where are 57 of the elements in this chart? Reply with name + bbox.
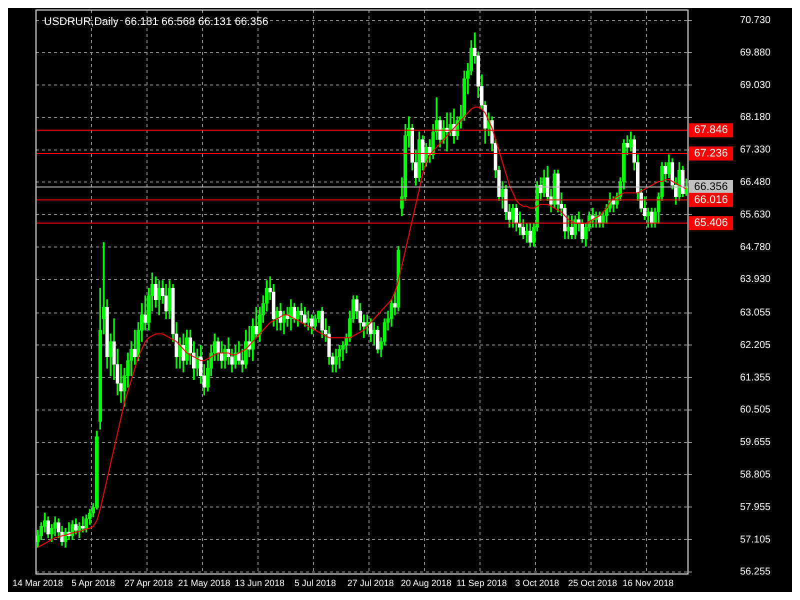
candlestick	[524, 223, 529, 243]
y-tick-label: 68.180	[740, 112, 772, 124]
candlestick	[556, 170, 560, 212]
x-tick-label: 13 Jun 2018	[234, 578, 284, 588]
y-tick-label: 61.355	[740, 372, 772, 384]
y-tick-label: 62.205	[740, 340, 772, 351]
candlestick	[74, 518, 78, 534]
ref-line-label: 67.236	[694, 147, 728, 160]
x-tick-label: 16 Nov 2018	[622, 578, 674, 588]
candlestick	[278, 303, 282, 330]
x-tick-label: 14 Mar 2018	[12, 578, 64, 588]
ref-line-label: 66.016	[694, 194, 728, 206]
candlestick	[542, 170, 546, 198]
x-tick-label: 25 Oct 2018	[568, 578, 618, 588]
candlestick	[306, 310, 310, 330]
candlestick	[511, 204, 515, 228]
y-tick-label: 57.955	[740, 502, 772, 513]
x-tick-label: 11 Sep 2018	[456, 578, 507, 588]
y-tick-label: 65.630	[740, 209, 772, 220]
y-tick-label: 69.030	[740, 80, 772, 91]
candlestick	[46, 516, 50, 538]
x-tick-label: 27 Jul 2018	[347, 578, 394, 588]
ref-line-label: 65.406	[694, 217, 728, 230]
candlestick	[302, 306, 307, 327]
y-tick-label: 60.505	[740, 404, 772, 416]
candlestick	[320, 306, 324, 338]
candlestick	[566, 215, 570, 239]
x-tick-label: 3 Oct 2018	[515, 578, 560, 588]
x-tick-label: 21 May 2018	[178, 578, 230, 588]
candlestick	[646, 208, 650, 228]
candlestick	[220, 341, 224, 369]
y-tick-label: 59.655	[740, 437, 772, 448]
x-tick-label: 20 Aug 2018	[400, 578, 452, 588]
ref-line-label: 67.846	[694, 124, 728, 136]
candlestick	[628, 132, 633, 152]
y-tick-label: 64.780	[740, 242, 772, 253]
ref-line-label: 66.356	[694, 181, 728, 194]
text: USDRUR,Daily 66.181 66.568 66.131 66.356	[44, 16, 268, 28]
candlestick	[164, 284, 168, 320]
y-tick-label: 63.055	[740, 308, 772, 319]
y-tick-label: 69.880	[740, 47, 772, 58]
x-tick-label: 5 Apr 2018	[71, 578, 115, 588]
candlestick	[552, 170, 556, 208]
candlestick	[528, 223, 532, 247]
y-tick-label: 67.330	[740, 144, 772, 156]
y-tick-label: 63.930	[740, 274, 772, 286]
candlestick	[292, 303, 296, 323]
candlestick	[650, 208, 654, 228]
x-tick-label: 27 Apr 2018	[124, 578, 173, 588]
y-tick-label: 58.805	[740, 469, 772, 480]
candlestick	[299, 303, 304, 323]
candlestick	[143, 295, 148, 330]
y-tick-label: 70.730	[740, 15, 772, 26]
y-tick-label: 66.480	[740, 177, 772, 188]
y-tick-label: 57.105	[740, 534, 772, 546]
y-tick-label: 56.255	[740, 566, 772, 578]
x-tick-label: 5 Jul 2018	[294, 578, 336, 588]
